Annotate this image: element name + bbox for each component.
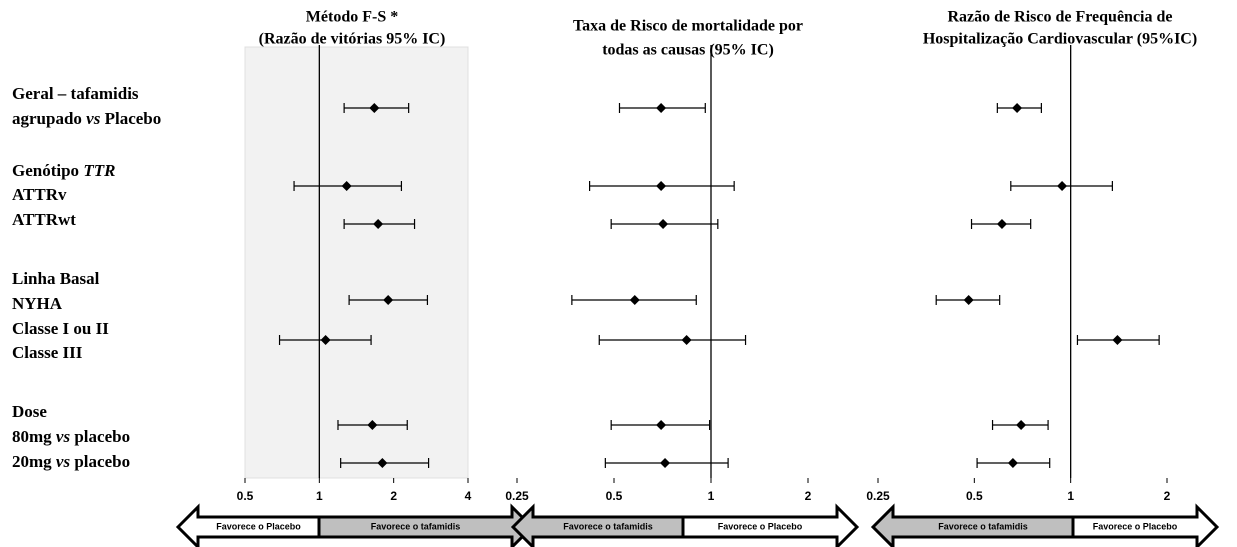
estimate-marker bbox=[1112, 335, 1123, 345]
row-label: 80mg vs placebo bbox=[12, 427, 130, 446]
row-label-part: ATTRwt bbox=[12, 210, 76, 229]
estimate-marker bbox=[660, 458, 671, 468]
row-label-part: Classe III bbox=[12, 343, 83, 362]
arrow-right bbox=[1071, 503, 1220, 547]
estimate-marker bbox=[367, 420, 378, 430]
row-label: 20mg vs placebo bbox=[12, 452, 130, 471]
x-tick-label: 4 bbox=[465, 489, 472, 503]
row-label-part: 80mg bbox=[12, 427, 56, 446]
estimate-marker bbox=[1007, 458, 1018, 468]
row-label: ATTRwt bbox=[12, 210, 76, 229]
estimate-marker bbox=[377, 458, 388, 468]
row-label: NYHA bbox=[12, 294, 63, 313]
row-label: Linha Basal bbox=[12, 269, 100, 288]
estimate-marker bbox=[369, 103, 380, 113]
estimate-marker bbox=[656, 103, 667, 113]
x-tick-label: 0.5 bbox=[966, 489, 983, 503]
row-label-part: Geral – tafamidis bbox=[12, 84, 139, 103]
arrow-label: Favorece o tafamidis bbox=[563, 521, 653, 531]
arrow-label: Favorece o tafamidis bbox=[938, 521, 1028, 531]
estimate-marker bbox=[383, 295, 394, 305]
x-tick-label: 0.5 bbox=[237, 489, 254, 503]
estimate-marker bbox=[658, 219, 669, 229]
arrow-label: Favorece o Placebo bbox=[216, 521, 301, 531]
x-tick-label: 2 bbox=[805, 489, 812, 503]
x-tick-label: 1 bbox=[1067, 489, 1074, 503]
row-label-part: Linha Basal bbox=[12, 269, 100, 288]
estimate-marker bbox=[341, 181, 352, 191]
x-tick-label: 1 bbox=[708, 489, 715, 503]
row-label: agrupado vs Placebo bbox=[12, 109, 161, 128]
row-label-part: agrupado bbox=[12, 109, 86, 128]
panel-title: todas as causas (95% IC) bbox=[602, 42, 774, 59]
arrow-label: Favorece o Placebo bbox=[718, 521, 803, 531]
row-label-part: vs bbox=[56, 452, 71, 471]
estimate-marker bbox=[1016, 420, 1027, 430]
row-label-part: placebo bbox=[70, 427, 130, 446]
panel-background bbox=[244, 46, 469, 479]
x-tick-label: 0.25 bbox=[866, 489, 890, 503]
row-label-part: Genótipo bbox=[12, 161, 83, 180]
row-label-part: 20mg bbox=[12, 452, 56, 471]
confidence-interval bbox=[598, 335, 747, 345]
panel-title: (Razão de vitórias 95% IC) bbox=[259, 31, 446, 48]
estimate-marker bbox=[656, 181, 667, 191]
row-label: Classe I ou II bbox=[12, 319, 109, 338]
panel-title: Hospitalização Cardiovascular (95%IC) bbox=[923, 31, 1197, 48]
row-label-part: ATTRv bbox=[12, 185, 67, 204]
estimate-marker bbox=[373, 219, 384, 229]
row-label: Classe III bbox=[12, 343, 83, 362]
estimate-marker bbox=[629, 295, 640, 305]
row-label: Dose bbox=[12, 402, 47, 421]
row-label: Genótipo TTR bbox=[12, 161, 115, 180]
panel-title: Razão de Risco de Frequência de bbox=[947, 9, 1172, 26]
x-tick-label: 0.25 bbox=[505, 489, 529, 503]
arrow-right bbox=[317, 503, 535, 547]
panel-title: Taxa de Risco de mortalidade por bbox=[573, 18, 803, 35]
row-label-part: vs bbox=[56, 427, 71, 446]
arrow-label: Favorece o Placebo bbox=[1093, 521, 1178, 531]
x-tick-label: 1 bbox=[316, 489, 323, 503]
arrow-label: Favorece o tafamidis bbox=[371, 521, 461, 531]
row-label: ATTRv bbox=[12, 185, 67, 204]
panel-title: Método F-S * bbox=[306, 9, 398, 26]
row-label: Geral – tafamidis bbox=[12, 84, 139, 103]
row-label-part: placebo bbox=[70, 452, 130, 471]
estimate-marker bbox=[320, 335, 331, 345]
estimate-marker bbox=[1012, 103, 1023, 113]
row-label-part: Placebo bbox=[100, 109, 161, 128]
estimate-marker bbox=[1057, 181, 1068, 191]
row-label-part: Classe I ou II bbox=[12, 319, 109, 338]
row-label-part: Dose bbox=[12, 402, 47, 421]
x-tick-label: 2 bbox=[1164, 489, 1171, 503]
x-tick-label: 0.5 bbox=[606, 489, 623, 503]
arrow-right bbox=[681, 503, 860, 547]
estimate-marker bbox=[656, 420, 667, 430]
estimate-marker bbox=[996, 219, 1007, 229]
row-label-part: NYHA bbox=[12, 294, 63, 313]
estimate-marker bbox=[681, 335, 692, 345]
estimate-marker bbox=[963, 295, 974, 305]
row-label-part: TTR bbox=[83, 161, 115, 180]
x-tick-label: 2 bbox=[390, 489, 397, 503]
row-label-part: vs bbox=[86, 109, 101, 128]
